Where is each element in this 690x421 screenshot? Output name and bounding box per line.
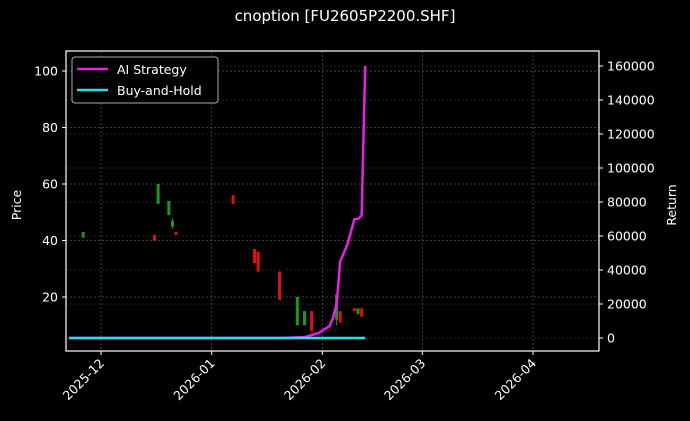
svg-text:100000: 100000 [607, 161, 655, 176]
plot-frame [65, 50, 600, 352]
svg-text:60: 60 [42, 177, 58, 192]
y-axis-left-label: Price [9, 189, 24, 220]
svg-text:2026-03: 2026-03 [381, 356, 429, 404]
legend-label-ai-strategy: AI Strategy [117, 62, 187, 77]
legend-label-buy-and-hold: Buy-and-Hold [117, 83, 202, 98]
svg-text:80: 80 [42, 120, 58, 135]
svg-text:120000: 120000 [607, 127, 655, 142]
svg-text:2026-04: 2026-04 [492, 355, 540, 403]
svg-text:100: 100 [34, 64, 58, 79]
svg-text:20000: 20000 [607, 297, 647, 312]
svg-text:40000: 40000 [607, 263, 647, 278]
svg-text:40: 40 [42, 233, 58, 248]
svg-text:20: 20 [42, 290, 58, 305]
svg-text:140000: 140000 [607, 93, 655, 108]
svg-text:80000: 80000 [607, 195, 647, 210]
chart-title: cnoption [FU2605P2200.SHF] [234, 7, 456, 25]
svg-text:0: 0 [607, 331, 615, 346]
y-axis-left: 20 40 60 80 100 [34, 64, 66, 305]
candlesticks [81, 184, 364, 331]
return-lines [68, 65, 367, 340]
svg-text:160000: 160000 [607, 59, 655, 74]
y-axis-right: 0 20000 40000 60000 80000 100000 120000 140000 1… [599, 59, 655, 346]
legend: AI Strategy Buy-and-Hold [71, 56, 219, 104]
svg-text:2025-12: 2025-12 [60, 356, 108, 404]
svg-text:2026-02: 2026-02 [281, 356, 329, 404]
svg-text:2026-01: 2026-01 [170, 356, 218, 404]
y-axis-right-label: Return [664, 184, 679, 225]
svg-text:60000: 60000 [607, 229, 647, 244]
x-axis: 2025-12 2026-01 2026-02 2026-03 2026-04 [60, 351, 540, 404]
